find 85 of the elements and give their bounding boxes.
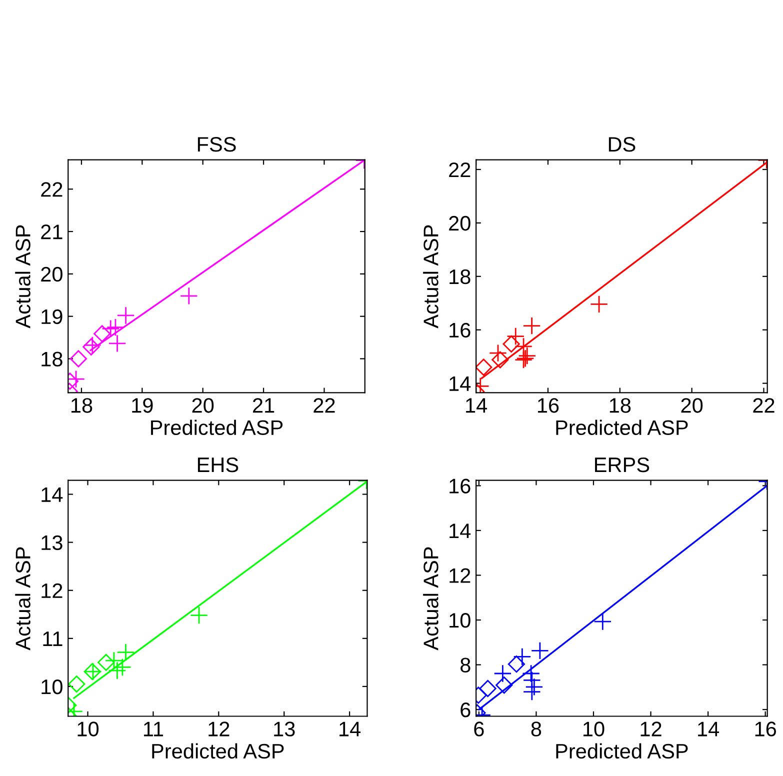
chart-title: EHS — [198, 457, 238, 472]
y-tick-label: 21 — [41, 224, 62, 240]
x-tick-label: 19 — [132, 398, 153, 413]
y-tick-label: 20 — [41, 266, 62, 282]
point — [68, 370, 86, 388]
x-tick-label: 18 — [71, 398, 92, 413]
point — [502, 335, 520, 353]
y-axis-title: Actual ASP — [15, 225, 30, 328]
x-tick-label: 16 — [755, 722, 776, 736]
x-tick-label: 20 — [681, 398, 703, 413]
x-tick-label: 10 — [583, 722, 604, 736]
point — [104, 651, 123, 670]
y-tick-label: 22 — [41, 182, 62, 197]
x-axis-title: Predicted ASP — [556, 420, 688, 436]
point — [190, 606, 208, 624]
y-tick-label: 12 — [42, 583, 62, 598]
point — [513, 648, 532, 666]
x-axis-title: Predicted ASP — [152, 743, 284, 759]
y-tick-label: 20 — [449, 216, 470, 231]
point — [522, 664, 540, 683]
point — [116, 306, 135, 325]
point — [479, 680, 496, 698]
y-tick-label: 12 — [450, 568, 470, 583]
point — [68, 676, 86, 693]
point — [102, 320, 120, 338]
x-tick-label: 6 — [474, 722, 484, 736]
point — [594, 612, 612, 631]
x-tick-label: 13 — [274, 722, 295, 736]
y-tick-label: 11 — [43, 632, 62, 646]
x-tick-label: 22 — [314, 398, 335, 413]
point — [496, 676, 513, 694]
point — [488, 344, 508, 362]
x-tick-label: 11 — [144, 722, 164, 736]
y-tick-label: 18 — [450, 269, 470, 284]
chart-title: DS — [608, 136, 636, 152]
y-tick-label: 14 — [450, 524, 471, 538]
point — [106, 318, 124, 336]
point — [113, 658, 132, 676]
point — [180, 286, 198, 305]
point — [116, 643, 135, 662]
x-tick-label: 12 — [640, 722, 662, 736]
x-tick-label: 20 — [192, 398, 214, 413]
point — [530, 642, 549, 660]
y-tick-label: 10 — [450, 613, 470, 628]
y-tick-label: 16 — [450, 322, 470, 338]
x-axis-title: Predicted ASP — [556, 743, 688, 759]
x-tick-label: 14 — [340, 722, 361, 736]
y-tick-label: 22 — [449, 162, 470, 178]
point — [98, 654, 115, 671]
x-tick-label: 12 — [208, 722, 230, 736]
y-tick-label: 13 — [42, 535, 62, 550]
point — [525, 678, 544, 696]
point — [108, 662, 126, 680]
chart-title: ERPS — [595, 457, 650, 472]
x-tick-label: 10 — [78, 722, 99, 736]
y-tick-label: 14 — [450, 376, 471, 391]
y-tick-label: 10 — [42, 679, 62, 694]
point — [70, 350, 87, 368]
x-tick-label: 22 — [753, 398, 774, 413]
y-tick-label: 6 — [460, 702, 470, 718]
y-tick-label: 14 — [42, 487, 63, 502]
chart-title: FSS — [198, 136, 236, 152]
y-tick-label: 8 — [460, 658, 470, 673]
y-axis-title: Actual ASP — [15, 547, 30, 650]
point — [590, 295, 608, 314]
x-tick-label: 8 — [531, 722, 542, 736]
point — [494, 664, 512, 683]
x-tick-label: 18 — [610, 398, 631, 413]
point — [94, 325, 111, 342]
x-tick-label: 14 — [698, 722, 720, 736]
y-axis-title: Actual ASP — [423, 547, 438, 650]
point — [506, 327, 525, 346]
x-axis-title: Predicted ASP — [151, 420, 283, 436]
x-tick-label: 16 — [538, 398, 559, 413]
y-tick-label: 16 — [450, 478, 470, 494]
point — [522, 682, 541, 701]
y-axis-title: Actual ASP — [423, 225, 438, 328]
point — [476, 358, 492, 376]
point — [522, 316, 541, 335]
y-tick-label: 18 — [42, 352, 62, 366]
x-tick-label: 21 — [252, 398, 274, 413]
point — [492, 351, 509, 368]
point — [108, 334, 126, 352]
point — [508, 656, 525, 673]
y-tick-label: 19 — [42, 309, 62, 324]
